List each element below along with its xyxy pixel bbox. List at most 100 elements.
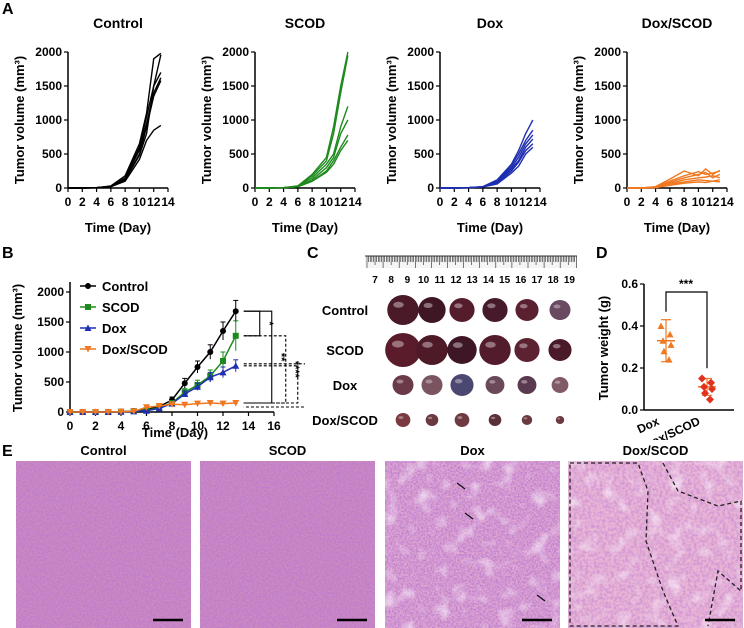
tumor-highlight	[521, 380, 528, 384]
tumor-specimen	[385, 333, 421, 367]
ruler-number: 11	[435, 275, 446, 286]
tumor-highlight	[491, 416, 496, 420]
tumor-highlight	[396, 379, 404, 384]
tumor-highlight	[393, 301, 404, 308]
tumor-highlight	[391, 340, 404, 348]
growth-line-mouse6	[68, 54, 162, 189]
x-tick-label: 0	[437, 195, 444, 209]
x-axis-title: Time (Day)	[457, 220, 523, 235]
tumor-specimen	[548, 339, 572, 361]
tumor-specimen	[517, 376, 537, 394]
data-point	[206, 373, 214, 381]
ruler-strip	[365, 256, 577, 268]
data-point	[155, 403, 163, 410]
y-tick-label: 1000	[35, 113, 62, 127]
ruler-number: 7	[372, 275, 378, 286]
y-tick-label: 500	[229, 147, 249, 161]
nuclei-texture	[16, 461, 191, 628]
data-point	[232, 332, 239, 339]
x-tick-label: 12	[334, 195, 348, 209]
data-point	[667, 341, 675, 348]
necrosis-texture	[568, 461, 743, 628]
panel-e-histology: E Control SCOD Dox Dox/SCOD	[2, 443, 743, 628]
histology-title: Control	[80, 443, 126, 458]
data-point	[665, 356, 673, 363]
arrow-indicator	[456, 482, 466, 490]
data-point	[104, 409, 112, 416]
series-Dox/SCOD	[66, 400, 240, 416]
ruler-number: 9	[405, 275, 411, 286]
y-tick-label: 2000	[37, 285, 64, 299]
x-tick-label: 10	[133, 195, 147, 209]
significance-bracket	[243, 365, 299, 404]
y-tick-label: 0.2	[621, 361, 638, 375]
data-point	[707, 378, 715, 387]
y-tick-label: 1000	[594, 113, 621, 127]
x-tick-label: 4	[280, 195, 287, 209]
tumor-specimen	[555, 416, 565, 424]
y-axis-title: Tumor weight (g)	[596, 296, 611, 400]
tumor-row-label: Control	[322, 303, 368, 318]
data-point	[130, 408, 138, 415]
legend-label: Dox	[102, 321, 127, 336]
x-tick-label: 12	[216, 419, 230, 433]
growth-line-mouse6	[627, 180, 720, 189]
data-point	[206, 400, 214, 407]
x-tick-label: 6	[667, 195, 674, 209]
tumor-highlight	[489, 380, 496, 384]
data-point	[194, 364, 201, 370]
x-tick-label: 0	[65, 195, 72, 209]
tumor-highlight	[554, 380, 561, 384]
tumor-highlight	[454, 303, 463, 309]
tumor-highlight	[457, 416, 463, 419]
panel-c-tumor-photo: C 7 8 9 10 11 12 13 14 15 16 17 18 19 Control SCOD Dox D…	[307, 245, 577, 428]
significance-bracket	[243, 310, 261, 337]
y-tick-label: 2000	[35, 45, 62, 59]
data-point	[181, 380, 188, 387]
tumor-highlight	[523, 417, 528, 420]
necrosis-outline	[662, 462, 742, 627]
growth-line-mouse3	[255, 106, 349, 189]
histology-image-0	[16, 461, 191, 628]
histology-image-1	[200, 461, 375, 628]
legend-label: Dox/SCOD	[102, 342, 168, 357]
data-point	[168, 401, 176, 408]
data-point	[181, 401, 189, 409]
tumor-highlight	[485, 341, 496, 348]
tumor-highlight	[452, 342, 463, 348]
data-point	[708, 385, 716, 393]
tumor-specimen	[421, 375, 443, 395]
x-axis-title: Time (Day)	[85, 220, 151, 235]
growth-line-mouse6	[255, 139, 349, 189]
ruler-number: 10	[418, 275, 430, 286]
x-tick-label: 14	[533, 195, 547, 209]
data-point	[143, 404, 150, 411]
significance-bracket	[243, 335, 287, 404]
series-Control	[67, 299, 239, 415]
y-tick-label: 500	[414, 147, 434, 161]
y-tick-label: 1500	[35, 79, 62, 93]
x-tick-label: 2	[79, 195, 86, 209]
y-axis-title: Tumor volume (mm³)	[384, 56, 399, 184]
x-tick-label: 12	[147, 195, 161, 209]
panel-label-d: D	[596, 245, 608, 262]
necrosis-texture	[385, 461, 560, 628]
growth-line-mouse1	[255, 51, 349, 189]
panel-label-b: B	[2, 245, 14, 262]
y-axis-title: Tumor volume (mm³)	[571, 56, 586, 184]
histology-image-3	[568, 461, 743, 628]
ruler-number: 8	[388, 275, 394, 286]
x-axis-title: Time (Day)	[272, 220, 338, 235]
ruler: 7 8 9 10 11 12 13 14 15 16 17 18 19	[365, 255, 577, 286]
group-Dox/SCOD	[698, 374, 716, 404]
panel-label-a: A	[2, 1, 14, 18]
x-tick-label: 8	[494, 195, 501, 209]
x-tick-label: 14	[720, 195, 734, 209]
x-tick-label: 8	[309, 195, 316, 209]
tumor-highlight	[422, 341, 433, 348]
tumor-specimen	[549, 300, 571, 320]
ruler-number: 15	[499, 275, 511, 286]
subplot-title: SCOD	[285, 15, 325, 31]
y-tick-label: 500	[44, 375, 64, 389]
